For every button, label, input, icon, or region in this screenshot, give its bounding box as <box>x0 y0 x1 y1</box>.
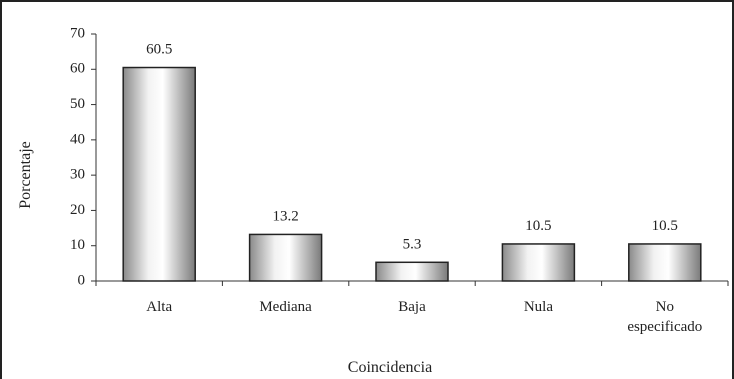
y-tick-label: 50 <box>70 96 85 112</box>
bar <box>628 243 702 282</box>
data-label: 60.5 <box>146 42 172 58</box>
y-tick-label: 60 <box>70 61 85 77</box>
x-tick-label: Alta <box>146 299 172 315</box>
data-label: 10.5 <box>525 218 551 234</box>
y-tick-label: 40 <box>70 131 85 147</box>
data-label: 13.2 <box>272 208 298 224</box>
bar <box>501 243 576 282</box>
y-axis-title: Porcentaje <box>17 141 34 209</box>
x-axis-title: Coincidencia <box>348 359 432 376</box>
data-label: 10.5 <box>652 218 678 234</box>
y-tick-label: 20 <box>70 202 85 218</box>
y-tick-label: 10 <box>70 237 85 253</box>
x-tick-label: Mediana <box>259 299 312 315</box>
bar <box>248 233 323 282</box>
plot-area: 0 10 20 30 40 50 60 70 60.5 Alta 13.2 Mediana 5.3 Baj… <box>70 25 729 335</box>
bar <box>122 66 196 282</box>
y-tick-label: 70 <box>70 25 85 41</box>
x-tick-label: Nula <box>524 299 554 315</box>
bar <box>375 261 449 282</box>
x-tick-label: Baja <box>398 299 426 315</box>
x-tick-label: No especificado <box>627 299 702 335</box>
y-tick-label: 30 <box>70 167 85 183</box>
data-label: 5.3 <box>403 236 422 252</box>
y-tick-label: 0 <box>78 272 86 288</box>
